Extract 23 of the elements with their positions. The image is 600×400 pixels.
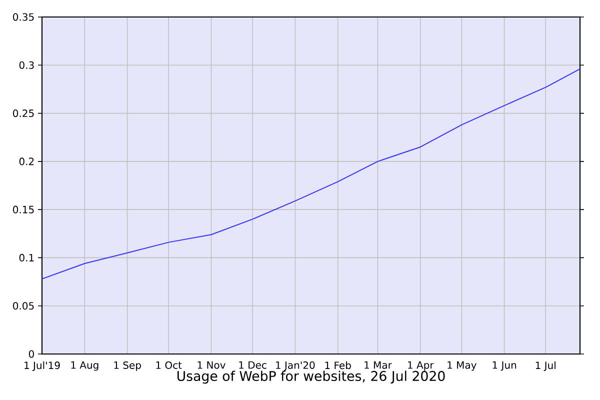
x-tick-label: 1 Jul [536, 361, 556, 371]
x-tick-label: 1 Feb [325, 361, 351, 370]
y-tick-label: 0.1 [19, 254, 34, 262]
x-tick-label: 1 Aug [71, 361, 98, 371]
line-series [42, 68, 580, 280]
x-tick-label: 1 Apr [408, 361, 434, 371]
x-tick-label: 1 May [448, 361, 476, 371]
x-tick-label: 1 Jan'20 [276, 361, 315, 371]
x-tick-label: 1 Mar [364, 361, 392, 369]
y-tick-label: 0.15 [13, 206, 34, 214]
y-tick-label: 0.35 [13, 13, 34, 21]
text: Usage of WebP for websites, 26 Jul 2020 [177, 370, 445, 384]
x-tick-label: 1 Nov [198, 361, 226, 369]
y-tick-label: 0 [28, 350, 34, 358]
y-tick-label: 0.3 [19, 61, 34, 69]
x-tick-label: 1 Dec [239, 361, 266, 369]
x-tick-label: 1 Sep [114, 361, 141, 371]
x-tick-label: 1 Oct [156, 361, 182, 369]
x-tick-label: 1 Jun [492, 361, 516, 371]
y-tick-label: 0.05 [13, 302, 34, 310]
x-tick-label: 1 Jul'19 [24, 361, 60, 371]
y-tick-label: 0.2 [19, 158, 34, 166]
y-tick-label: 0.25 [13, 110, 34, 118]
